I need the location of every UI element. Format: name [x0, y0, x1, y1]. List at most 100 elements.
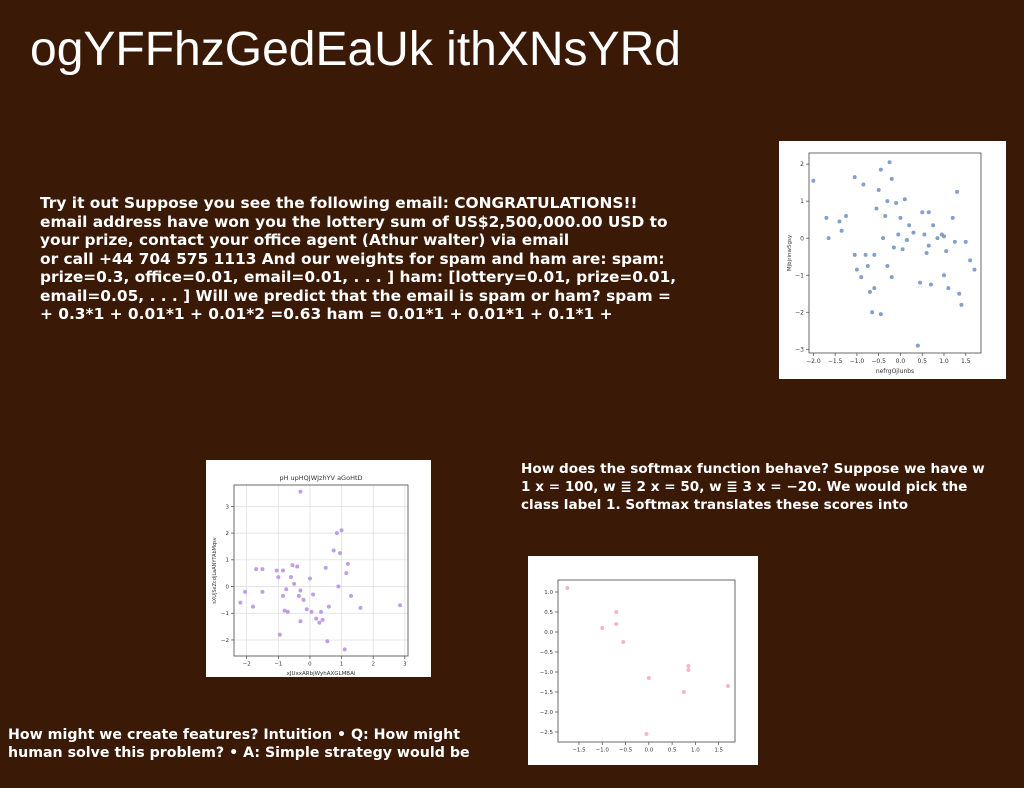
scatter-point	[907, 223, 912, 228]
scatter-point	[260, 567, 265, 572]
email-example-paragraph: Try it out Suppose you see the following…	[40, 194, 676, 324]
y-tick-label: 0.5	[544, 610, 553, 616]
scatter-point	[911, 230, 916, 235]
y-tick-label: −2	[221, 638, 229, 644]
y-tick-label: 0	[800, 235, 804, 242]
scatter-point	[885, 263, 890, 268]
scatter-point	[874, 206, 879, 211]
x-tick-label: −2.0	[806, 358, 821, 365]
scatter-point	[600, 626, 605, 630]
scatter-point	[238, 600, 243, 605]
scatter-point	[889, 275, 894, 280]
scatter-point	[881, 236, 886, 241]
scatter-point	[870, 310, 875, 315]
scatter-point	[614, 622, 619, 626]
paragraph-line: email address have won you the lottery s…	[40, 212, 668, 231]
scatter-point	[955, 189, 960, 194]
scatter-point	[876, 188, 881, 193]
paragraph-line: + 0.3*1 + 0.01*1 + 0.01*2 =0.63 ham = 0.…	[40, 305, 613, 323]
scatter-point	[950, 215, 955, 220]
scatter-point	[325, 639, 330, 644]
scatter-point	[968, 258, 973, 263]
scatter-point	[922, 232, 927, 237]
paragraph-line: human solve this problem? • A: Simple st…	[8, 745, 470, 761]
scatter-point	[345, 561, 350, 566]
scatter-point	[918, 280, 923, 285]
x-axis-label: xJUxxARbjWyhAXGLMBAi	[287, 671, 356, 677]
scatter-point	[861, 182, 866, 187]
scatter-point	[349, 593, 354, 598]
scatter-point	[344, 571, 349, 576]
x-tick-label: −1.5	[572, 748, 586, 754]
plot-frame	[233, 484, 409, 657]
scatter-point	[323, 565, 328, 570]
scatter-point	[621, 640, 626, 644]
scatter-point	[959, 302, 964, 307]
scatter-point	[928, 282, 933, 287]
scatter-point	[250, 604, 255, 609]
scatter-point	[339, 528, 344, 533]
scatter-point	[298, 619, 303, 624]
scatter-point	[342, 647, 347, 652]
x-axis-label: nefrgOjlunbs	[876, 368, 914, 375]
scatter-point	[952, 239, 957, 244]
plot-frame	[808, 152, 982, 354]
x-tick-label: −0.5	[871, 358, 886, 365]
scatter-point	[290, 563, 295, 568]
x-tick-label: −1	[274, 662, 282, 668]
scatter-point	[311, 592, 316, 597]
scatter-point	[298, 588, 303, 593]
x-tick-label: −1.5	[828, 358, 843, 365]
scatter-point	[837, 219, 842, 224]
scatter-point	[883, 213, 888, 218]
scatter-point	[646, 676, 651, 680]
scatter-point	[900, 247, 905, 252]
scatter-point	[260, 589, 265, 594]
scatter-point	[854, 267, 859, 272]
chart-title: pH upHQJWJzhYV aGoHtD	[279, 474, 362, 482]
scatter-point	[398, 603, 403, 608]
x-tick-label: 0.5	[917, 358, 927, 365]
x-tick-label: 1.5	[961, 358, 971, 365]
x-tick-label: 1.5	[714, 748, 723, 754]
scatter-point	[320, 617, 325, 622]
scatter-point	[326, 604, 331, 609]
paragraph-line: Try it out Suppose you see the following…	[40, 194, 638, 212]
y-tick-label: −1.0	[540, 670, 554, 676]
scatter-point	[292, 581, 297, 586]
x-tick-label: 0	[308, 662, 312, 668]
scatter-point	[686, 664, 691, 668]
softmax-paragraph: How does the softmax function behave? Su…	[521, 460, 985, 514]
scatter-point	[891, 245, 896, 250]
y-tick-label: −0.5	[540, 650, 554, 656]
y-tick-label: −1	[221, 611, 229, 617]
scatter-point	[867, 289, 872, 294]
scatter-point	[878, 167, 883, 172]
scatter-point	[946, 286, 951, 291]
scatter-plot-top-right: −2.0 −1.5 −1.0 −0.5 0.0 0.5 1.0 1.5 −3 −2 −1 0 1 2 nef…	[779, 141, 1006, 379]
scatter-point	[254, 567, 259, 572]
scatter-point	[896, 232, 901, 237]
scatter-point	[282, 608, 287, 613]
scatter-point	[926, 243, 931, 248]
x-tick-label: 3	[403, 662, 407, 668]
scatter-point	[726, 684, 731, 688]
x-tick-label: 0.0	[896, 358, 906, 365]
y-tick-label: −1.5	[540, 690, 554, 696]
x-tick-label: 0.0	[644, 748, 653, 754]
x-tick-label: 0.5	[668, 748, 677, 754]
scatter-point	[681, 690, 686, 694]
scatter-point	[852, 252, 857, 257]
y-tick-label: −2.5	[540, 730, 554, 736]
paragraph-line: class label 1. Softmax translates these …	[521, 497, 909, 513]
scatter-point	[894, 201, 899, 205]
paragraph-line: email=0.05, . . . ] Will we predict that…	[40, 286, 671, 305]
y-axis-label: Mjbjrinw5gsy	[787, 234, 793, 271]
scatter-point	[904, 238, 909, 243]
scatter-point	[317, 620, 322, 625]
scatter-point	[941, 234, 946, 239]
scatter-point	[295, 564, 300, 569]
scatter-point	[284, 587, 289, 592]
scatter-point	[839, 228, 844, 233]
scatter-point	[298, 489, 303, 494]
